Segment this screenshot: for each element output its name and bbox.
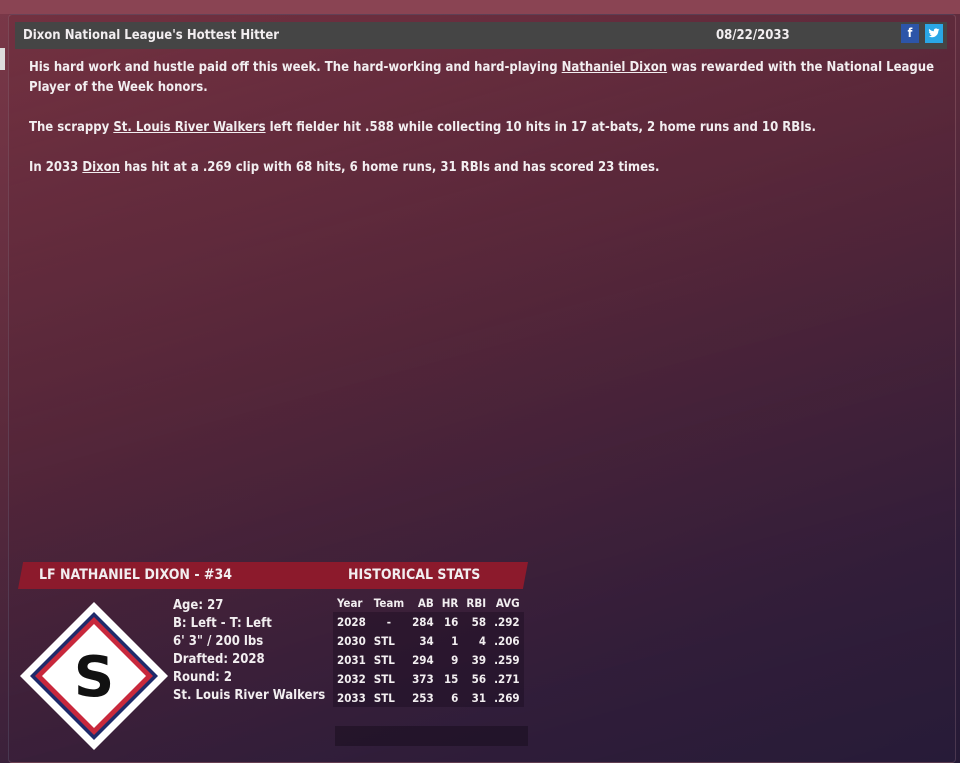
table-cell: 2032 [337, 671, 366, 686]
bio-round: Round: 2 [173, 670, 232, 685]
table-cell: .259 [494, 652, 520, 667]
column-header[interactable]: RBI [466, 595, 487, 610]
table-cell: STL [373, 652, 395, 667]
article-headline: Dixon National League's Hottest Hitter [23, 28, 280, 43]
table-cell: 9 [451, 652, 459, 667]
player-title: LF NATHANIEL DIXON - #34 [39, 567, 233, 583]
column-header[interactable]: AVG [495, 595, 520, 610]
historical-stats-table: Year Team AB HR RBI AVG 2028-284 16 58.292 2030 S… [333, 593, 524, 707]
player-link[interactable]: Nathaniel Dixon [561, 60, 668, 75]
table-cell: 39 [471, 652, 487, 667]
table-cell: 284 [412, 614, 434, 629]
stats-footer-row [335, 726, 528, 746]
article-date: 08/22/2033 [716, 28, 790, 43]
table-cell: 4 [478, 633, 487, 648]
bio-height-weight: 6' 3" / 200 lbs [173, 634, 264, 649]
stats-title: HISTORICAL STATS [348, 567, 481, 583]
table-cell: STL [373, 671, 395, 686]
bio-drafted: Drafted: 2028 [173, 652, 265, 667]
table-cell: 31 [471, 690, 487, 705]
article-body: His hard work and hustle paid off this w… [29, 58, 939, 198]
team-link[interactable]: St. Louis River Walkers [113, 120, 266, 135]
logo-letter: S [74, 645, 114, 710]
twitter-icon[interactable] [925, 24, 943, 43]
top-bar [0, 0, 960, 14]
column-header[interactable]: AB [417, 595, 434, 610]
bio-bats-throws: B: Left - T: Left [173, 616, 272, 631]
table-cell: 56 [471, 671, 487, 686]
table-cell: .271 [494, 671, 520, 686]
table-cell: 1 [451, 633, 459, 648]
table-cell: 2033 [337, 690, 366, 705]
table-cell: 34 [419, 633, 434, 648]
column-header[interactable]: HR [441, 595, 459, 610]
paragraph: The scrappy St. Louis River Walkers left… [29, 120, 816, 135]
table-cell: 294 [412, 652, 434, 667]
table-cell: STL [373, 690, 395, 705]
player-link[interactable]: Dixon [82, 160, 120, 175]
player-card-header: LF NATHANIEL DIXON - #34 HISTORICAL STAT… [18, 562, 528, 589]
table-cell: - [386, 614, 392, 629]
bio-team[interactable]: St. Louis River Walkers [173, 688, 326, 703]
table-row: 2033 STL 253 6 31 .269 [333, 688, 524, 707]
table-cell: 6 [451, 690, 459, 705]
paragraph: In 2033 Dixon has hit at a .269 clip wit… [29, 160, 660, 175]
table-cell: 253 [412, 690, 434, 705]
table-cell: .269 [494, 690, 520, 705]
facebook-icon[interactable]: f [901, 24, 919, 43]
paragraph: His hard work and hustle paid off this w… [29, 60, 935, 95]
table-cell: 373 [412, 671, 434, 686]
bio-age: Age: 27 [173, 598, 224, 613]
table-row: 2031 STL 294 9 39 .259 [333, 650, 524, 669]
table-cell: 2028 [337, 614, 366, 629]
table-cell: STL [373, 633, 395, 648]
article-header: Dixon National League's Hottest Hitter 0… [15, 22, 947, 49]
table-row: 2030 STL 34 1 4 .206 [333, 631, 524, 650]
table-row: 2032 STL 373 15 56 .271 [333, 669, 524, 688]
scroll-tab[interactable] [0, 48, 5, 70]
player-bio: Age: 27 B: Left - T: Left 6' 3" / 200 lb… [173, 597, 325, 705]
team-logo: S [20, 602, 168, 750]
column-header[interactable]: Team [373, 595, 405, 610]
table-cell: 2030 [337, 633, 366, 648]
news-panel [8, 14, 956, 763]
table-cell: 2031 [337, 652, 366, 667]
table-row: 2028 - 284 16 58 .292 [333, 612, 524, 631]
table-cell: 15 [443, 671, 459, 686]
table-cell: 16 [443, 614, 459, 629]
column-header[interactable]: Year [337, 595, 363, 610]
table-cell: .292 [494, 614, 520, 629]
table-cell: .206 [494, 633, 520, 648]
table-cell: 58 [471, 614, 487, 629]
